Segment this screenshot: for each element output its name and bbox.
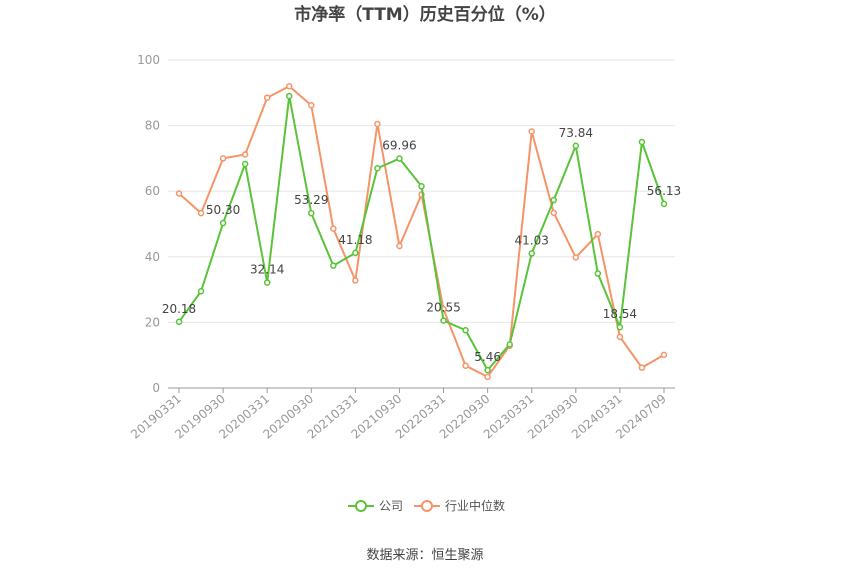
- series-1-point-17[interactable]: [550, 209, 558, 217]
- series-1-point-22[interactable]: [660, 351, 668, 359]
- data-label-6: 53.29: [294, 193, 328, 207]
- series-0-point-17[interactable]: [550, 196, 558, 204]
- series-0-point-6[interactable]: [308, 209, 315, 217]
- series-0-point-9[interactable]: [374, 164, 381, 172]
- series-0-point-20[interactable]: [616, 323, 624, 331]
- series-0-point-15[interactable]: [506, 341, 513, 348]
- series-0-point-5[interactable]: [285, 92, 293, 100]
- series-0-point-12[interactable]: [440, 317, 447, 324]
- series-1-point-5[interactable]: [285, 82, 293, 90]
- series-0-point-11[interactable]: [418, 183, 425, 190]
- series-1-point-2[interactable]: [219, 155, 227, 162]
- data-label-0: 20.18: [162, 302, 196, 316]
- legend-item-0[interactable]: 公司: [348, 499, 403, 513]
- series-1-point-1[interactable]: [197, 209, 205, 217]
- y-tick-label-80: 80: [145, 119, 160, 133]
- legend-marker-1: [421, 500, 433, 512]
- series-1-point-4[interactable]: [263, 94, 271, 101]
- series-1-point-16[interactable]: [528, 128, 535, 135]
- data-label-10: 69.96: [382, 139, 416, 153]
- series-0-point-7[interactable]: [330, 262, 337, 269]
- series-0-point-0[interactable]: [175, 318, 183, 326]
- legend-marker-0: [355, 500, 367, 512]
- series-0-point-22[interactable]: [660, 200, 668, 208]
- series-1-point-3[interactable]: [241, 151, 249, 158]
- data-label-8: 41.18: [338, 233, 372, 247]
- source-note: 数据来源：恒生聚源: [366, 548, 483, 563]
- chart-title: 市净率（TTM）历史百分位（%）: [294, 4, 556, 25]
- series-0-point-16[interactable]: [528, 250, 535, 257]
- series-1-point-7[interactable]: [330, 225, 337, 232]
- data-label-20: 18.54: [603, 307, 637, 321]
- series-1-point-20[interactable]: [616, 333, 624, 341]
- series-1-point-8[interactable]: [352, 277, 359, 284]
- legend-label-0: 公司: [379, 499, 403, 513]
- series-0-point-18[interactable]: [572, 142, 580, 150]
- legend[interactable]: 公司 行业中位数: [348, 498, 505, 513]
- y-tick-label-100: 100: [137, 53, 160, 67]
- data-label-2: 50.30: [206, 203, 240, 217]
- series-group: [175, 82, 668, 381]
- data-label-16: 41.03: [515, 233, 549, 247]
- series-1-point-21[interactable]: [638, 364, 646, 371]
- series-0-point-8[interactable]: [352, 249, 359, 257]
- series-0-point-10[interactable]: [396, 155, 403, 162]
- series-1-point-9[interactable]: [374, 120, 381, 128]
- x-axis: 2019033120190930202003312020093020210331…: [128, 387, 675, 442]
- series-0-point-21[interactable]: [638, 138, 646, 146]
- data-label-14: 5.46: [474, 350, 501, 364]
- series-1-point-14[interactable]: [484, 373, 491, 381]
- series-1-point-10[interactable]: [396, 242, 403, 250]
- series-0-point-2[interactable]: [219, 219, 227, 227]
- y-axis: 0 20 40 60 80 100: [137, 53, 160, 395]
- series-0-point-1[interactable]: [197, 287, 205, 295]
- y-tick-label-0: 0: [152, 381, 160, 395]
- series-0-point-19[interactable]: [594, 270, 602, 277]
- y-tick-label-60: 60: [145, 184, 160, 198]
- series-1-point-6[interactable]: [308, 102, 315, 109]
- series-1-point-19[interactable]: [594, 230, 602, 238]
- data-label-22: 56.13: [647, 184, 681, 198]
- legend-label-1: 行业中位数: [445, 498, 505, 513]
- series-0-point-3[interactable]: [241, 160, 249, 168]
- y-tick-label-20: 20: [145, 315, 160, 329]
- series-1-point-0[interactable]: [175, 190, 183, 197]
- data-label-12: 20.55: [426, 301, 460, 315]
- series-0-point-4[interactable]: [263, 279, 271, 286]
- series-0-point-14[interactable]: [484, 366, 491, 374]
- legend-item-1[interactable]: 行业中位数: [414, 498, 505, 513]
- data-label-18: 73.84: [559, 126, 593, 140]
- y-tick-label-40: 40: [145, 250, 160, 264]
- data-label-4: 32.14: [250, 263, 284, 277]
- series-1-point-18[interactable]: [572, 254, 580, 261]
- series-0-point-13[interactable]: [462, 327, 469, 334]
- series-1-point-13[interactable]: [462, 362, 469, 369]
- data-labels: 20.18 50.30 32.14 53.29 41.18 69.96 20.55 5.46 4…: [162, 126, 681, 364]
